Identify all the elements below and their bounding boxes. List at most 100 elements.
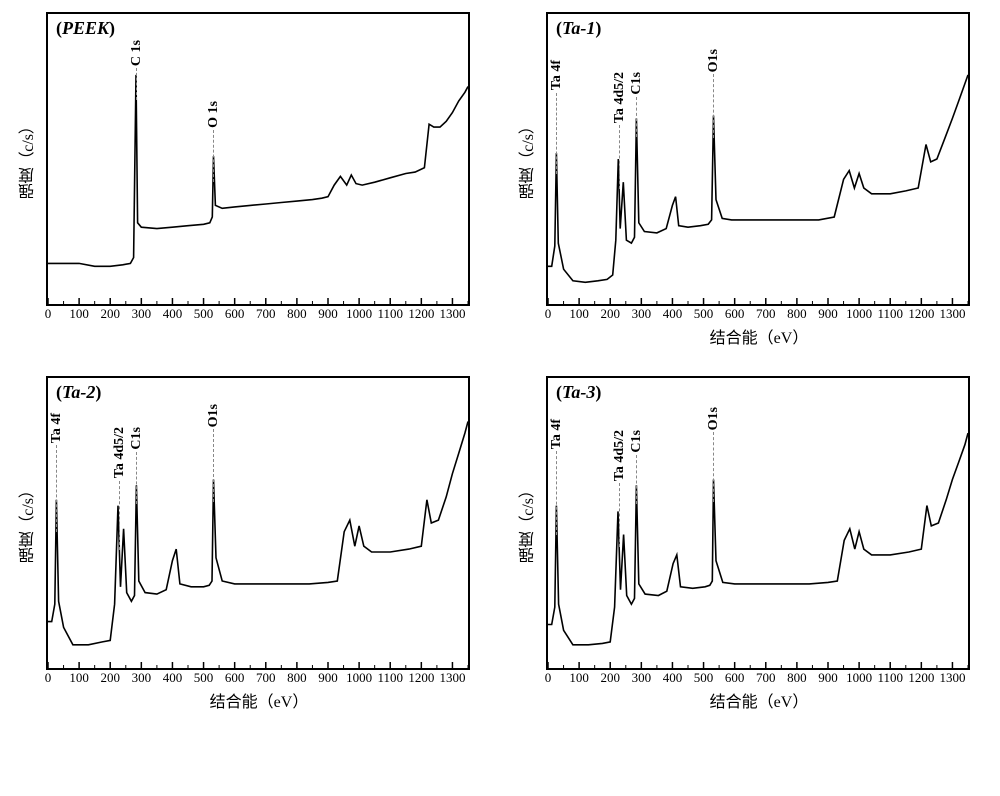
y-axis-label: 强度（c/s） [12, 12, 46, 306]
peak-leader-line [213, 429, 214, 502]
x-tick: 1200 [908, 670, 934, 686]
peak-label: O1s [206, 404, 222, 502]
peak-label-text: Ta 4d5/2 [612, 430, 628, 481]
peak-leader-line [556, 93, 557, 174]
peak-leader-line [56, 445, 57, 532]
x-tick-labels: 0100200300400500600700800900100011001200… [48, 304, 468, 324]
y-axis-label: 强度（c/s） [12, 376, 46, 670]
x-tick: 100 [69, 670, 89, 686]
x-tick-labels: 0100200300400500600700800900100011001200… [48, 668, 468, 688]
x-tick: 0 [545, 306, 552, 322]
x-tick: 400 [663, 670, 683, 686]
x-tick: 500 [694, 670, 714, 686]
y-axis-label: 强度（c/s） [512, 12, 546, 306]
peak-label-text: Ta 4f [549, 60, 565, 90]
plot-area: (Ta-1)Ta 4fTa 4d5/2C1sO1s010020030040050… [546, 12, 970, 306]
peak-leader-line [636, 455, 637, 504]
x-tick: 900 [318, 306, 338, 322]
y-axis-label-text: 强度（c/s） [17, 482, 41, 564]
x-tick: 200 [600, 306, 620, 322]
panel-Ta3: 强度（c/s）(Ta-3)Ta 4fTa 4d5/2C1sO1s01002003… [512, 376, 972, 710]
peak-leader-line [619, 125, 620, 189]
x-tick: 600 [725, 670, 745, 686]
peak-label: Ta 4f [549, 60, 565, 173]
y-axis-label: 强度（c/s） [512, 376, 546, 670]
peak-leader-line [713, 432, 714, 502]
x-tick: 1200 [408, 306, 434, 322]
peak-leader-line [136, 452, 137, 504]
x-tick: 1200 [408, 670, 434, 686]
x-tick: 600 [225, 670, 245, 686]
x-tick: 900 [818, 306, 838, 322]
x-tick: 900 [818, 670, 838, 686]
peak-label: C1s [629, 72, 645, 137]
x-tick: 300 [632, 670, 652, 686]
x-tick: 200 [100, 670, 120, 686]
x-tick: 1300 [439, 670, 465, 686]
panel-Ta1: 强度（c/s）(Ta-1)Ta 4fTa 4d5/2C1sO1s01002003… [512, 12, 972, 346]
x-tick: 0 [45, 670, 52, 686]
x-tick: 500 [694, 306, 714, 322]
x-tick: 200 [100, 306, 120, 322]
y-axis-label-text: 强度（c/s） [517, 482, 541, 564]
peak-label: C1s [129, 427, 145, 504]
x-tick: 500 [194, 306, 214, 322]
x-tick: 400 [663, 306, 683, 322]
peak-leader-line [136, 68, 137, 100]
x-tick: 100 [69, 306, 89, 322]
peak-leader-line [619, 483, 620, 547]
y-axis-label-text: 强度（c/s） [17, 118, 41, 200]
x-tick: 400 [163, 670, 183, 686]
peak-label: O1s [706, 49, 722, 138]
x-tick: 1100 [377, 670, 403, 686]
x-tick: 0 [45, 306, 52, 322]
peak-leader-line [636, 97, 637, 138]
peak-label: O1s [706, 407, 722, 502]
peak-label: C 1s [129, 40, 145, 100]
x-tick: 1100 [877, 670, 903, 686]
x-tick: 1200 [908, 306, 934, 322]
plot-area: (PEEK)C 1sO 1s01002003004005006007008009… [46, 12, 470, 306]
peak-label: Ta 4d5/2 [612, 430, 628, 547]
x-tick: 300 [132, 306, 152, 322]
peak-label-text: O1s [706, 49, 722, 72]
peak-label-text: O 1s [206, 101, 222, 128]
peak-label-text: Ta 4d5/2 [612, 72, 628, 123]
panel-Ta2: 强度（c/s）(Ta-2)Ta 4fTa 4d5/2C1sO1s01002003… [12, 376, 472, 710]
x-tick: 1100 [877, 306, 903, 322]
peak-label-text: O1s [706, 407, 722, 430]
x-tick: 100 [569, 670, 589, 686]
x-tick: 1100 [377, 306, 403, 322]
peak-label-text: Ta 4d5/2 [112, 427, 128, 478]
x-tick: 700 [756, 670, 776, 686]
peak-leader-line [213, 130, 214, 182]
x-tick: 1000 [846, 670, 872, 686]
x-tick: 400 [163, 306, 183, 322]
peak-leader-line [119, 481, 120, 551]
peak-label: Ta 4d5/2 [112, 427, 128, 550]
x-tick: 900 [318, 670, 338, 686]
panel-PEEK: 强度（c/s）(PEEK)C 1sO 1s0100200300400500600… [12, 12, 472, 346]
x-tick: 100 [569, 306, 589, 322]
peak-label: O 1s [206, 101, 222, 182]
x-tick-labels: 0100200300400500600700800900100011001200… [548, 304, 968, 324]
peak-label-text: Ta 4f [549, 419, 565, 449]
peak-label-text: O1s [206, 404, 222, 427]
x-tick: 800 [787, 670, 807, 686]
peak-label: Ta 4f [549, 419, 565, 535]
peak-leader-line [713, 74, 714, 138]
x-tick: 600 [225, 306, 245, 322]
x-tick: 500 [194, 670, 214, 686]
peak-label-text: C1s [629, 430, 645, 453]
x-tick: 700 [256, 670, 276, 686]
plot-area: (Ta-3)Ta 4fTa 4d5/2C1sO1s010020030040050… [546, 376, 970, 670]
x-tick: 1000 [346, 670, 372, 686]
peak-leader-line [556, 451, 557, 535]
peak-label: Ta 4d5/2 [612, 72, 628, 189]
spectra-grid: 强度（c/s）(PEEK)C 1sO 1s0100200300400500600… [12, 12, 972, 710]
x-tick: 800 [287, 670, 307, 686]
peak-label: Ta 4f [49, 413, 65, 532]
x-tick: 0 [545, 670, 552, 686]
spectrum-line [48, 14, 468, 304]
x-tick: 700 [756, 306, 776, 322]
